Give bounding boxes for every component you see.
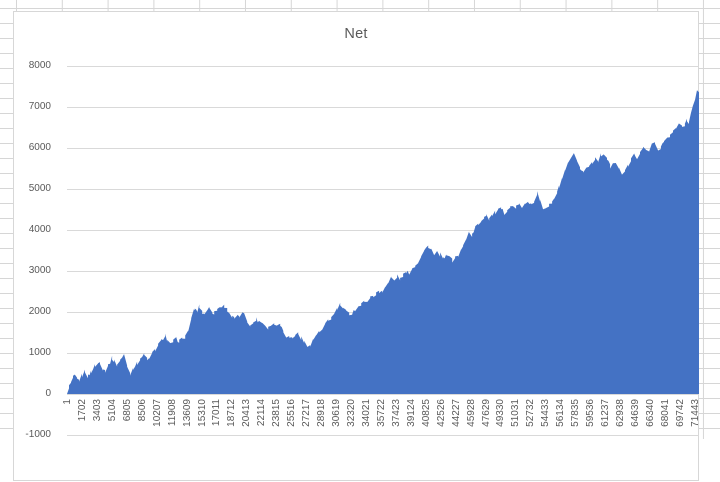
x-axis-label: 40825 (420, 399, 432, 427)
x-axis-label: 27217 (301, 399, 313, 427)
x-axis-label: 11908 (166, 399, 178, 427)
plot-area (67, 66, 699, 436)
y-axis-label: 3000 (28, 265, 51, 276)
x-axis-label: 22114 (256, 399, 268, 427)
y-axis-label: 2000 (28, 306, 51, 317)
chart-frame[interactable]: Net 8000 7000 6000 5000 4000 3000 2000 1000 0 -10… (13, 11, 701, 481)
x-axis-label: 64639 (630, 399, 642, 427)
x-axis-label: 42526 (435, 399, 447, 427)
x-axis-label: 52732 (525, 399, 537, 427)
x-axis-label: 32320 (346, 399, 357, 427)
y-axis-label: 8000 (28, 60, 51, 71)
y-axis-label: 1000 (28, 347, 51, 358)
x-axis-label: 68041 (659, 399, 671, 427)
x-axis-label: 62938 (615, 399, 627, 427)
x-axis-label: 1702 (76, 399, 88, 422)
x-axis-label: 10207 (151, 399, 163, 427)
x-axis-label: 49330 (495, 399, 507, 427)
x-axis-label: 18712 (226, 399, 238, 427)
x-axis-label: 51031 (510, 399, 522, 427)
x-axis-label: 15310 (196, 399, 208, 427)
x-axis-label: 71443 (689, 399, 701, 427)
x-axis-label: 17011 (211, 399, 223, 427)
y-axis-label: 5000 (28, 183, 51, 194)
x-axis-label: 45928 (465, 399, 477, 427)
x-axis-label: 44227 (450, 399, 462, 427)
x-axis-label: 23815 (271, 399, 283, 427)
x-axis-label: 8506 (136, 399, 148, 422)
x-axis-label: 35722 (375, 399, 387, 427)
x-axis-label: 25516 (286, 399, 298, 427)
y-axis-label: -1000 (25, 429, 51, 440)
area-series-net[interactable] (67, 90, 699, 394)
x-axis-label: 6805 (121, 399, 133, 422)
y-axis-label: 7000 (28, 101, 51, 112)
x-axis-label: 66340 (644, 399, 656, 427)
chart-title[interactable]: Net (344, 26, 368, 42)
y-axis-label: 0 (45, 388, 51, 399)
x-axis-label: 69742 (674, 399, 686, 427)
x-axis-label: 34021 (360, 399, 372, 427)
x-axis-label: 13609 (181, 399, 193, 427)
x-axis-label: 47629 (480, 399, 492, 427)
y-axis-label: 4000 (28, 224, 51, 235)
x-axis-label: 30619 (331, 399, 343, 427)
x-axis-label: 39124 (405, 399, 417, 427)
x-axis-label: 61237 (600, 399, 612, 427)
x-axis-label: 37423 (390, 399, 402, 427)
x-axis-label: 20413 (241, 399, 253, 427)
x-axis-label: 54433 (540, 399, 552, 427)
x-axis-label: 3403 (91, 399, 103, 422)
x-axis-label: 1 (62, 399, 73, 405)
y-axis-label: 6000 (28, 142, 51, 153)
x-axis-label: 5104 (106, 399, 118, 422)
x-axis-label: 59536 (585, 399, 597, 427)
x-axis-label: 57835 (570, 399, 582, 427)
x-axis-label: 56134 (555, 399, 567, 427)
x-axis-label: 28918 (316, 399, 328, 427)
